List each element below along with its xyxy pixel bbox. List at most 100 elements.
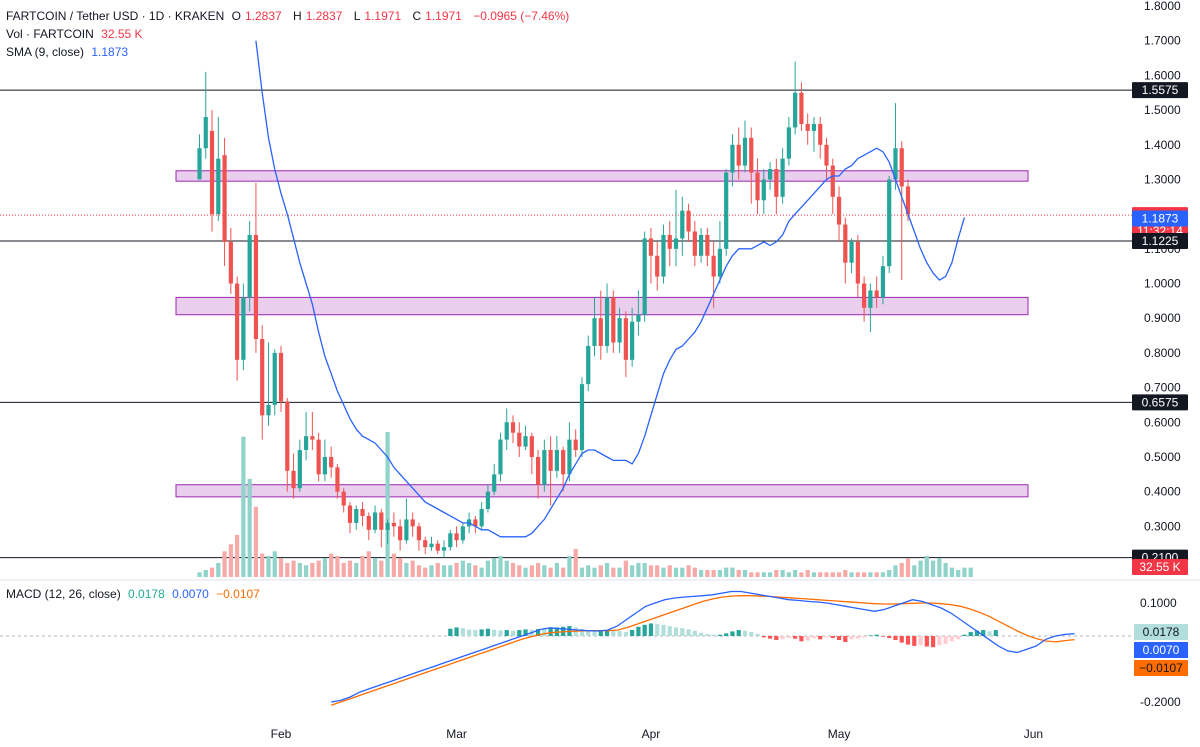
macd-histogram-bar xyxy=(937,636,942,646)
candle-body xyxy=(786,127,791,159)
volume-bar xyxy=(780,569,785,577)
volume-bar xyxy=(241,436,246,577)
volume-bar xyxy=(335,555,340,577)
candle-body xyxy=(479,509,484,527)
volume-bar xyxy=(479,567,484,577)
volume-bar xyxy=(203,569,208,577)
y-tick-label: 0.3000 xyxy=(1144,519,1181,533)
volume-bar xyxy=(548,567,553,577)
volume-bar xyxy=(398,558,403,577)
volume-bar xyxy=(880,572,886,577)
candle-body xyxy=(235,283,240,360)
macd-axis-label-bg xyxy=(1134,624,1188,640)
volume-bar xyxy=(724,567,729,577)
volume-bar xyxy=(347,560,353,577)
candle-body xyxy=(448,533,453,548)
candle-body xyxy=(736,144,741,166)
candle-body xyxy=(648,238,654,256)
volume-bar xyxy=(824,572,829,577)
volume-bar xyxy=(561,567,566,577)
macd-histogram-bar xyxy=(479,629,484,636)
volume-bar xyxy=(423,567,428,577)
volume-bar xyxy=(554,562,559,577)
volume-bar xyxy=(253,506,259,577)
candle-body xyxy=(686,210,691,232)
candle-body xyxy=(272,352,277,405)
candle-body xyxy=(623,318,628,360)
price-axis-label: 0.6575 xyxy=(1142,395,1179,409)
y-tick-label: 0.8000 xyxy=(1144,346,1181,360)
macd-histogram-bar xyxy=(949,636,954,642)
volume-bar xyxy=(749,572,754,577)
candle-body xyxy=(266,404,271,416)
macd-histogram-bar xyxy=(523,629,528,636)
low-label: L xyxy=(353,9,361,23)
candle-body xyxy=(724,172,729,249)
volume-bar xyxy=(648,565,654,577)
candle-body xyxy=(454,533,459,541)
volume-bar xyxy=(435,562,440,577)
candle-body xyxy=(504,422,509,440)
macd-tick-label: -0.2000 xyxy=(1140,695,1181,709)
volume-bar xyxy=(404,562,409,577)
volume-bar xyxy=(849,572,854,577)
x-tick-label: May xyxy=(828,727,851,741)
macd-histogram-bar xyxy=(924,636,929,647)
macd-axis-label-bg xyxy=(1134,660,1188,676)
macd-histogram-bar xyxy=(517,630,522,636)
macd-histogram-bar xyxy=(761,636,766,638)
macd-histogram-bar xyxy=(617,631,622,636)
volume-bar xyxy=(617,567,622,577)
candle-body xyxy=(586,345,591,385)
candle-body xyxy=(561,450,566,475)
candle-body xyxy=(209,130,215,215)
change-value: −0.0965 (−7.46%) xyxy=(473,9,570,23)
price-axis-label: 1.5575 xyxy=(1142,83,1179,97)
volume-bar xyxy=(630,565,635,577)
candle-body xyxy=(780,158,785,197)
macd-axis-label: 0.0070 xyxy=(1143,643,1180,657)
x-tick-label: Jun xyxy=(1024,727,1043,741)
macd-histogram-bar xyxy=(473,630,478,636)
macd-histogram-bar xyxy=(485,628,491,636)
candle-body xyxy=(673,238,679,249)
high-value: 1.2837 xyxy=(305,9,343,23)
price-axis-label-bg xyxy=(1132,394,1188,411)
candle-body xyxy=(222,155,227,242)
macd-histogram-bar xyxy=(843,636,848,642)
macd-histogram-bar xyxy=(460,628,465,636)
candle-body xyxy=(604,297,610,346)
volume-bar xyxy=(874,572,879,577)
volume-bar xyxy=(868,572,873,577)
volume-bar xyxy=(310,562,315,577)
sma-value: 1.1873 xyxy=(91,45,129,59)
volume-bar xyxy=(360,555,365,577)
macd-histogram-bar xyxy=(868,635,873,636)
volume-bar xyxy=(247,478,252,577)
candle-body xyxy=(285,401,290,471)
volume-bar xyxy=(535,562,541,577)
volume-bar xyxy=(329,553,334,577)
volume-bar xyxy=(498,555,503,577)
macd-histogram-bar xyxy=(598,630,603,636)
volume-bar xyxy=(636,562,641,577)
candle-body xyxy=(661,234,666,277)
volume-bar xyxy=(492,558,497,577)
volume-bar xyxy=(322,558,327,577)
volume-bar xyxy=(441,565,447,577)
volume-bar xyxy=(623,560,628,577)
candle-body xyxy=(297,450,302,489)
volume-bar xyxy=(529,565,534,577)
candle-body xyxy=(385,522,390,530)
volume-bar xyxy=(786,572,791,577)
candle-body xyxy=(354,509,359,523)
macd-histogram-bar xyxy=(993,630,998,636)
macd-histogram-bar xyxy=(642,624,647,636)
x-tick-label: Apr xyxy=(642,727,661,741)
volume-bar xyxy=(297,562,302,577)
macd-histogram-bar xyxy=(905,636,911,645)
candle-body xyxy=(460,526,465,541)
macd-histogram-bar xyxy=(730,631,735,636)
candle-body xyxy=(836,196,842,225)
